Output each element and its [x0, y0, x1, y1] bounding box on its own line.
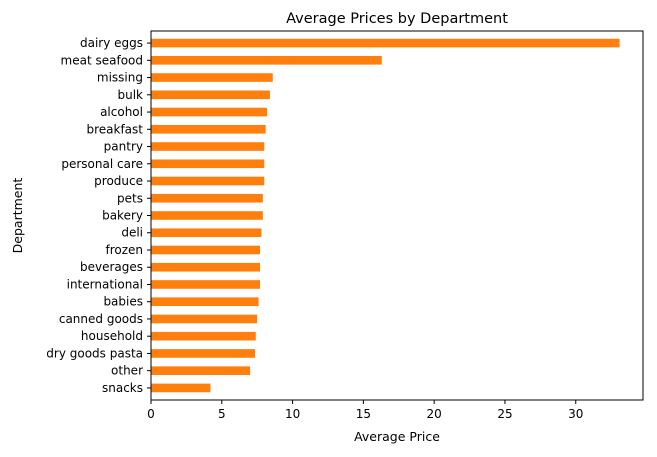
x-tick-label: 30 [568, 407, 583, 421]
bars-group [151, 38, 620, 393]
y-tick-label: alcohol [100, 105, 143, 119]
bar-dry-goods-pasta [151, 349, 256, 358]
bar-snacks [151, 383, 211, 393]
bar-other [151, 366, 251, 375]
x-tick-label: 0 [147, 407, 155, 421]
x-tick-label: 25 [497, 407, 512, 421]
bar-pets [151, 193, 263, 203]
x-tick-label: 10 [285, 407, 300, 421]
bar-bakery [151, 211, 263, 220]
y-tick-label: canned goods [59, 312, 143, 326]
bar-beverages [151, 262, 261, 272]
y-tick-label: international [67, 277, 143, 291]
bar-personal-care [151, 159, 265, 169]
bar-dairy-eggs [151, 38, 620, 48]
bar-missing [151, 73, 273, 82]
bar-frozen [151, 245, 261, 255]
chart-title: Average Prices by Department [286, 11, 508, 27]
y-tick-label: pets [117, 191, 143, 205]
bar-bulk [151, 90, 270, 100]
y-tick-label: pantry [104, 140, 143, 154]
y-tick-label: frozen [105, 243, 143, 257]
y-tick-label: household [81, 329, 143, 343]
y-tick-label: missing [97, 71, 143, 85]
bar-alcohol [151, 107, 268, 117]
x-axis-label: Average Price [354, 429, 440, 444]
plot-frame [150, 30, 644, 401]
y-tick-label: bulk [117, 88, 143, 102]
y-tick-label: babies [103, 295, 143, 309]
bar-meat-seafood [151, 56, 382, 65]
y-axis-label: Department [10, 178, 25, 254]
y-tick-label: personal care [61, 157, 143, 171]
bar-babies [151, 297, 259, 307]
x-tick-label: 15 [356, 407, 371, 421]
y-tick-label: meat seafood [61, 53, 143, 67]
y-tick-label: deli [121, 226, 143, 240]
y-tick-label: other [111, 364, 143, 378]
y-tick-label: dry goods pasta [46, 346, 143, 360]
bar-canned-goods [151, 314, 258, 324]
bar-international [151, 280, 261, 289]
bar-pantry [151, 142, 265, 151]
y-tick-label: breakfast [86, 122, 143, 136]
bar-produce [151, 176, 265, 186]
y-tick-label: dairy eggs [80, 36, 143, 50]
bar-household [151, 331, 256, 341]
x-ticks-group: 0 5 10 15 20 25 30 [147, 400, 583, 421]
x-tick-label: 5 [218, 407, 226, 421]
y-tick-label: beverages [80, 260, 143, 274]
y-tick-label: produce [94, 174, 143, 188]
bar-deli [151, 228, 262, 238]
y-tick-label: bakery [102, 209, 143, 223]
y-tick-label: snacks [102, 381, 143, 395]
y-ticks-group: dairy eggs meat seafood missing bulk alcohol… [46, 36, 151, 395]
x-tick-label: 20 [427, 407, 442, 421]
bar-breakfast [151, 124, 266, 134]
